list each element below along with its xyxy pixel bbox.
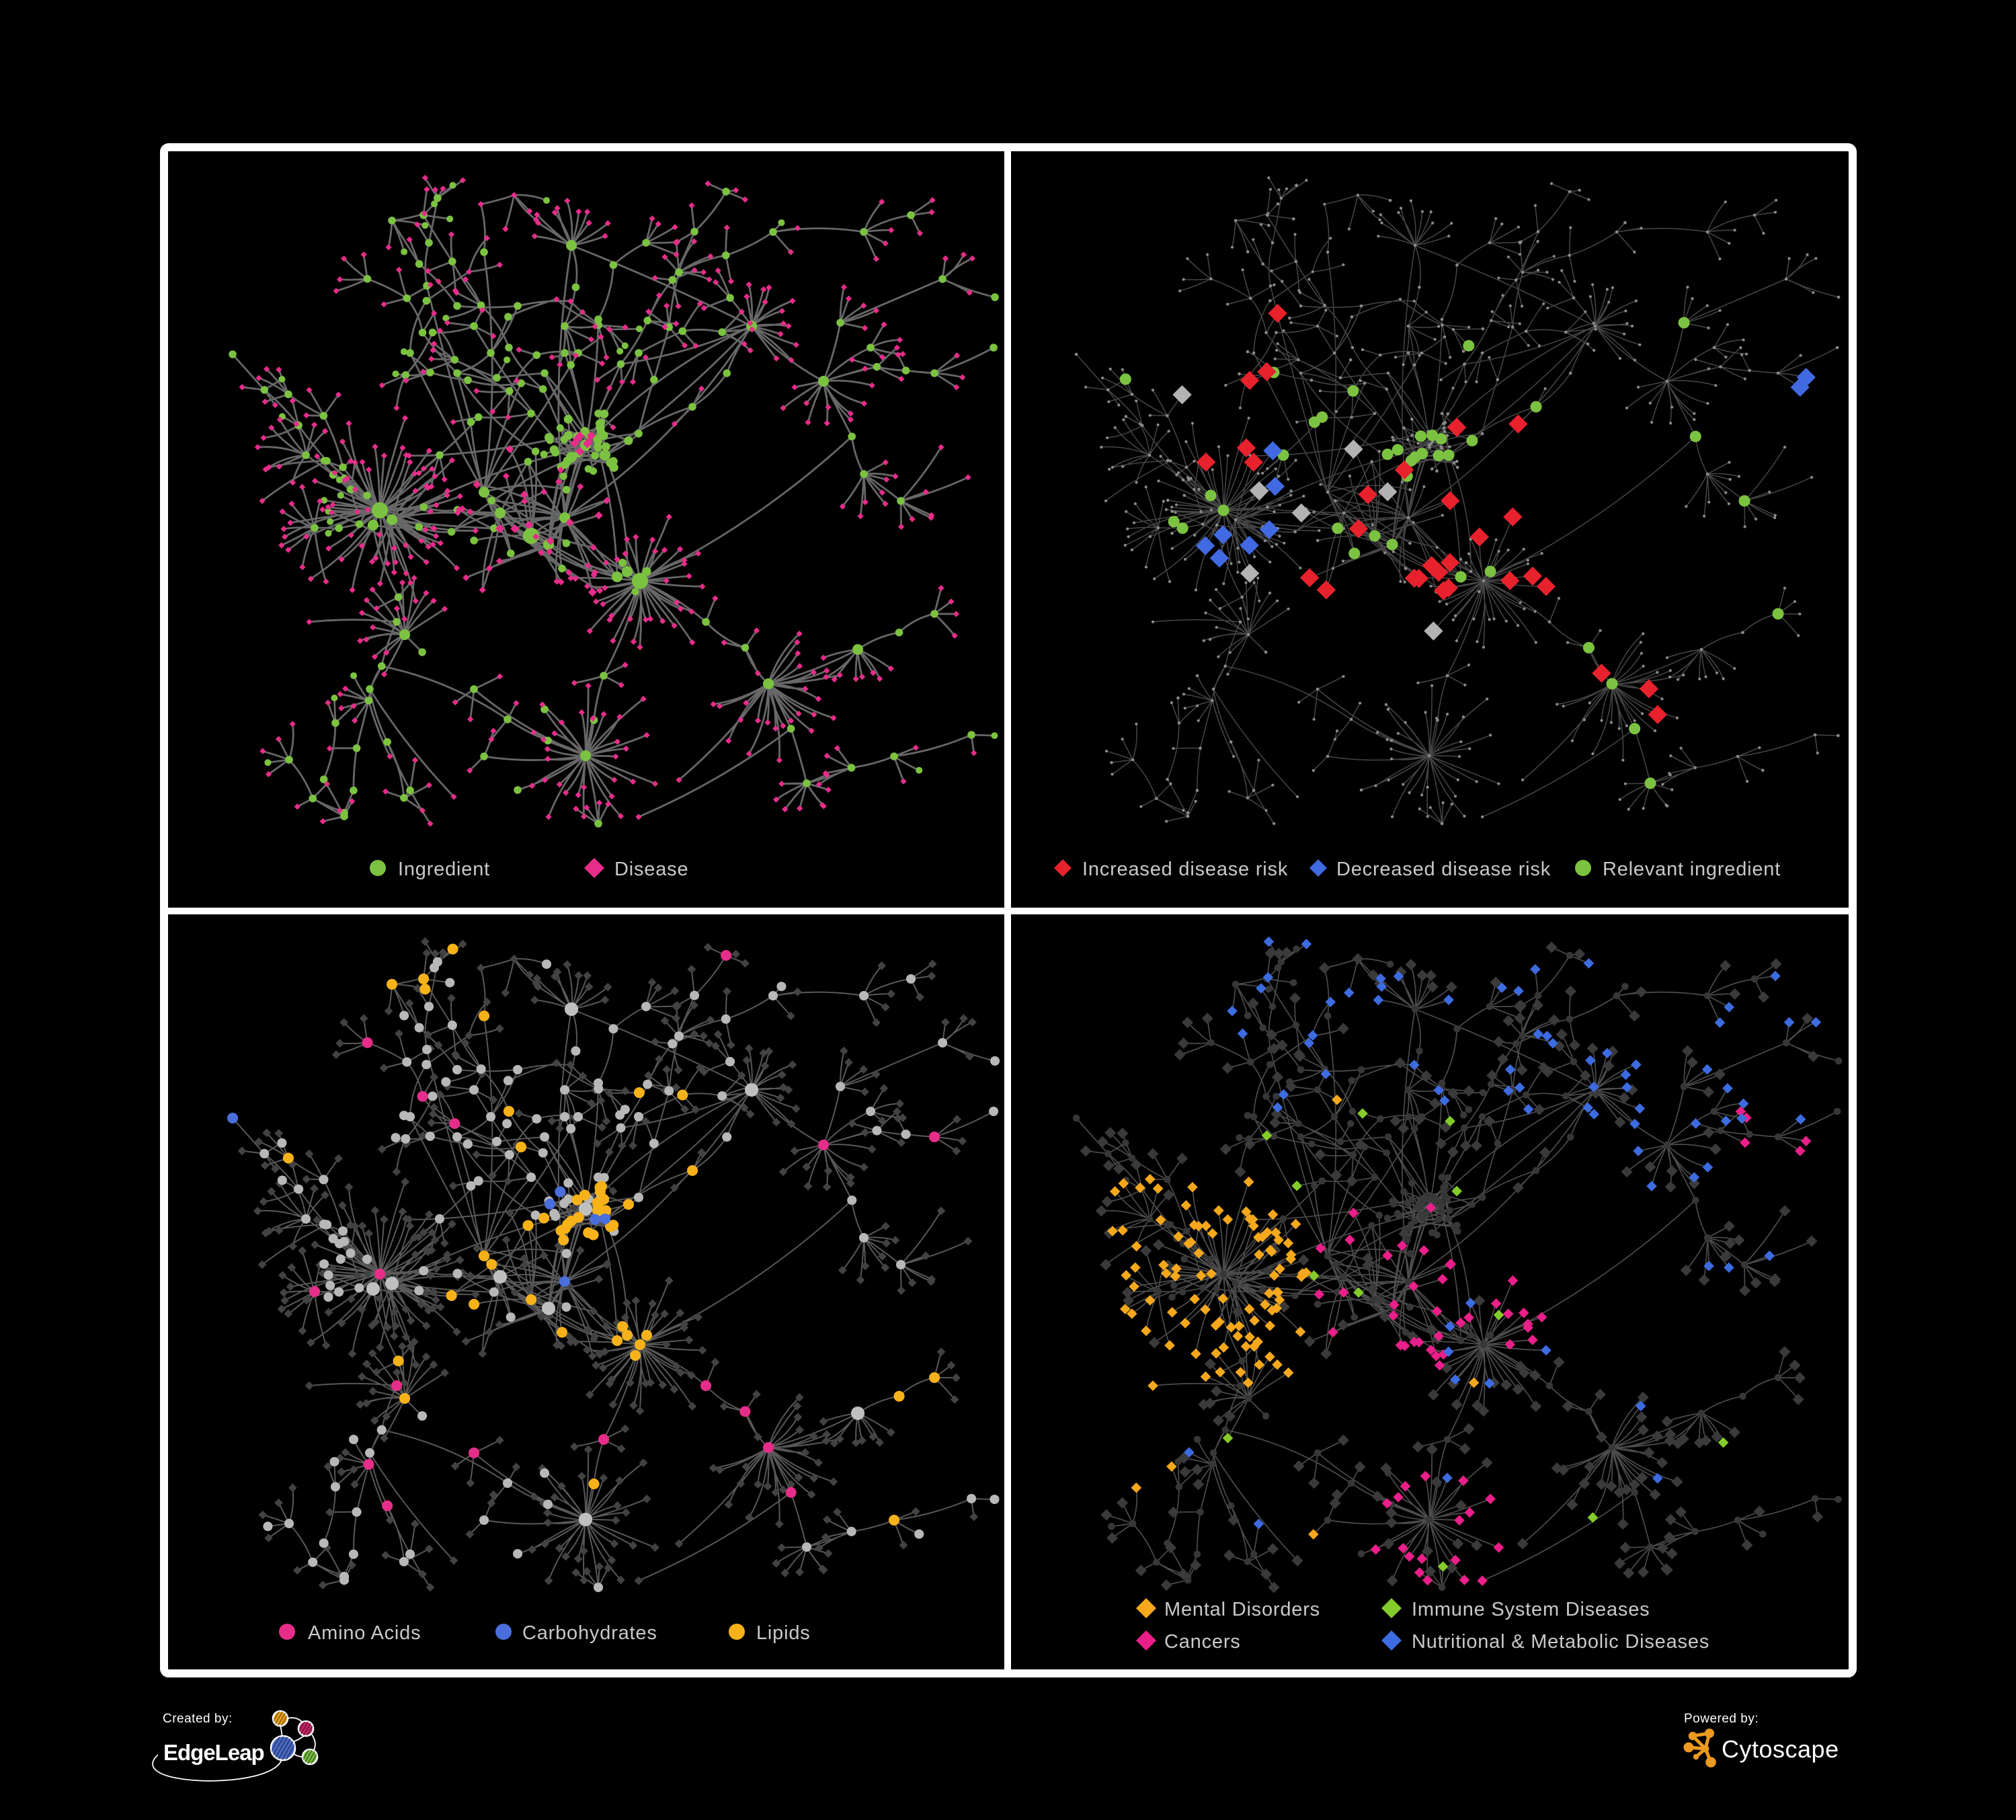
svg-text:Relevant ingredient: Relevant ingredient	[1603, 859, 1781, 880]
svg-text:Cytoscape: Cytoscape	[1722, 1735, 1839, 1763]
svg-text:Created by:: Created by:	[163, 1712, 233, 1726]
svg-text:Lipids: Lipids	[756, 1622, 811, 1644]
svg-text:Powered by:: Powered by:	[1684, 1712, 1759, 1726]
svg-text:Ingredient: Ingredient	[398, 859, 490, 880]
svg-text:Carbohydrates: Carbohydrates	[522, 1622, 657, 1644]
svg-text:EdgeLeap: EdgeLeap	[163, 1740, 264, 1765]
svg-text:Amino Acids: Amino Acids	[308, 1622, 421, 1644]
svg-text:Cancers: Cancers	[1164, 1631, 1241, 1653]
svg-text:Mental Disorders: Mental Disorders	[1164, 1599, 1320, 1620]
svg-text:Decreased disease risk: Decreased disease risk	[1336, 859, 1551, 880]
svg-text:Nutritional & Metabolic Diseas: Nutritional & Metabolic Diseases	[1412, 1631, 1709, 1653]
svg-text:Increased disease risk: Increased disease risk	[1082, 859, 1288, 880]
svg-text:Immune System Diseases: Immune System Diseases	[1412, 1599, 1650, 1620]
svg-text:Disease: Disease	[614, 859, 688, 880]
